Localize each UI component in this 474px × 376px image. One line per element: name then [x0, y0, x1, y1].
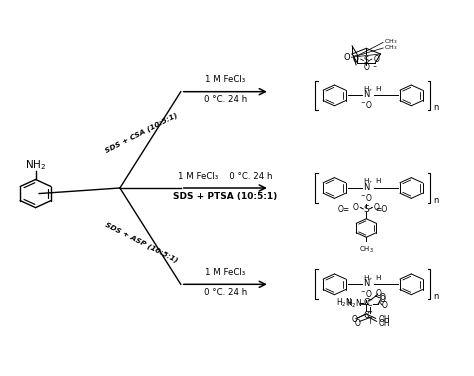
- Text: O: O: [379, 295, 385, 304]
- Text: H: H: [375, 178, 380, 184]
- Text: 1 M FeCl₃    0 °C. 24 h: 1 M FeCl₃ 0 °C. 24 h: [178, 172, 273, 180]
- Text: O: O: [374, 203, 380, 212]
- Text: N: N: [363, 183, 369, 192]
- Text: CH$_3$: CH$_3$: [384, 37, 398, 46]
- Text: OH: OH: [378, 319, 390, 328]
- Text: 0 °C. 24 h: 0 °C. 24 h: [204, 288, 247, 297]
- Text: n: n: [433, 293, 438, 302]
- Text: =O: =O: [375, 205, 387, 214]
- Text: O: O: [355, 319, 361, 328]
- Text: NH$_2$: NH$_2$: [25, 158, 46, 172]
- Text: O: O: [379, 293, 385, 302]
- Text: 0 °C. 24 h: 0 °C. 24 h: [204, 96, 247, 104]
- Text: SDS + CSA (10:5:1): SDS + CSA (10:5:1): [104, 112, 178, 154]
- Text: $^+$: $^+$: [368, 277, 374, 282]
- Text: O: O: [343, 53, 350, 62]
- Text: O: O: [353, 55, 359, 64]
- Text: O: O: [351, 315, 357, 324]
- Text: H: H: [364, 178, 369, 184]
- Text: SDS + PTSA (10:5:1): SDS + PTSA (10:5:1): [173, 192, 277, 201]
- Text: O: O: [382, 301, 388, 310]
- Text: CH$_3$: CH$_3$: [359, 244, 374, 255]
- Text: H: H: [375, 86, 380, 92]
- Text: S: S: [364, 205, 369, 214]
- Text: C: C: [367, 311, 373, 320]
- Text: C: C: [364, 311, 369, 320]
- Text: CH$_3$: CH$_3$: [384, 43, 398, 52]
- Text: S: S: [364, 56, 369, 65]
- Text: $^-$O: $^-$O: [359, 288, 374, 299]
- Text: 1 M FeCl₃: 1 M FeCl₃: [205, 268, 246, 277]
- Text: $^-$O: $^-$O: [359, 99, 374, 110]
- Text: $^+$: $^+$: [368, 180, 374, 185]
- Text: n: n: [433, 196, 438, 205]
- Text: C: C: [364, 298, 369, 307]
- Text: O: O: [375, 289, 382, 298]
- Text: O: O: [374, 55, 380, 64]
- Text: H$_2$N: H$_2$N: [346, 297, 362, 310]
- Text: SDS + ASP (10:5:1): SDS + ASP (10:5:1): [104, 221, 178, 264]
- Text: n: n: [433, 103, 438, 112]
- Text: O: O: [364, 63, 369, 72]
- Text: H: H: [364, 86, 369, 92]
- Text: $^-$O: $^-$O: [359, 192, 374, 203]
- Text: $^-$: $^-$: [371, 64, 378, 70]
- Text: 1 M FeCl₃: 1 M FeCl₃: [205, 75, 246, 84]
- Text: H: H: [375, 274, 380, 280]
- Text: OH: OH: [378, 315, 390, 324]
- Text: O=: O=: [337, 205, 350, 214]
- Text: H$_2$N: H$_2$N: [336, 297, 352, 309]
- Text: O: O: [353, 203, 359, 212]
- Text: C: C: [367, 299, 373, 308]
- Text: $^+$: $^+$: [368, 88, 374, 93]
- Text: N: N: [363, 279, 369, 288]
- Text: H: H: [364, 274, 369, 280]
- Text: N: N: [363, 90, 369, 99]
